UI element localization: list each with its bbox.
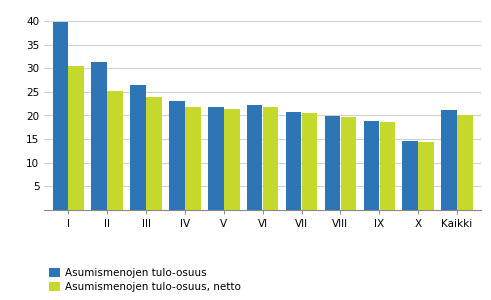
Bar <box>185 106 201 210</box>
Legend: Asumismenojen tulo-osuus, Asumismenojen tulo-osuus, netto: Asumismenojen tulo-osuus, Asumismenojen … <box>50 268 241 292</box>
Bar <box>224 110 240 210</box>
Bar <box>169 101 185 210</box>
Bar <box>441 110 457 210</box>
Bar <box>108 91 123 210</box>
Bar <box>146 97 162 210</box>
Bar <box>263 107 278 210</box>
Bar <box>91 61 107 210</box>
Bar <box>363 121 379 210</box>
Bar <box>380 122 395 210</box>
Bar <box>130 85 146 210</box>
Bar <box>302 113 317 210</box>
Bar <box>247 105 263 210</box>
Bar <box>53 22 68 210</box>
Bar <box>68 66 84 210</box>
Bar <box>418 142 434 210</box>
Bar <box>286 112 301 210</box>
Bar <box>208 107 223 210</box>
Bar <box>403 140 418 210</box>
Bar <box>341 117 356 210</box>
Bar <box>457 115 473 210</box>
Bar <box>325 116 340 210</box>
